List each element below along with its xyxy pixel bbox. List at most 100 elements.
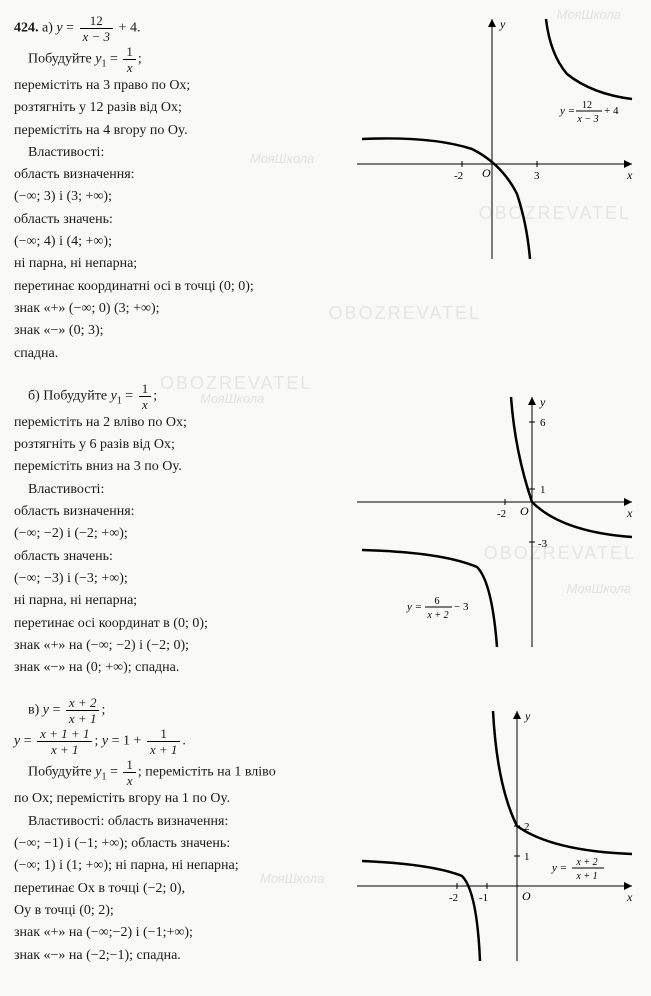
mid: ;	[94, 734, 101, 749]
eq-den: x − 3	[576, 114, 598, 125]
tick: 3	[534, 170, 540, 182]
domain-label: область визначення:	[14, 165, 344, 185]
bfden: x	[123, 60, 136, 74]
eq-den-v: x + 1	[575, 871, 597, 882]
domain-value: (−∞; 3) і (3; +∞);	[14, 187, 344, 207]
b-range-l: область значень:	[14, 547, 344, 567]
intersect: перетинає координатні осі в точці (0; 0)…	[14, 277, 344, 297]
x-axis-label: x	[626, 168, 633, 182]
bfnum: 1	[123, 45, 136, 60]
v-build: Побудуйте	[28, 765, 95, 780]
f2n: x + 1 + 1	[37, 727, 92, 742]
eq-num-b: 6	[435, 596, 440, 607]
bfn: 1	[123, 758, 136, 773]
yl-v: y	[524, 709, 531, 723]
range-label: область значень:	[14, 210, 344, 230]
origin-v: O	[522, 889, 531, 903]
origin-b: O	[520, 504, 529, 518]
tick: -2	[497, 508, 506, 520]
tick: 1	[540, 484, 546, 496]
tick: -3	[538, 538, 548, 550]
b-domain-l: область визначення:	[14, 502, 344, 522]
b-step1: перемістіть на 2 вліво по Ox;	[14, 413, 344, 433]
step2: розтягніть у 12 разів від Ox;	[14, 98, 344, 118]
eq-tail-b: − 3	[454, 601, 469, 613]
f1n: x + 2	[66, 696, 100, 711]
graph-v: O x y 2 1 -2 -1 y = x + 2 x + 1	[352, 706, 637, 966]
graph-a: O x y -2 3 y = 12 x − 3 + 4	[352, 14, 637, 264]
v-int1: перетинає Ox в точці (−2; 0),	[14, 879, 344, 899]
bfd: x	[123, 773, 136, 787]
eq-num: 12	[582, 100, 592, 111]
b-range-v: (−∞; −3) і (−3; +∞);	[14, 569, 344, 589]
eq: =	[122, 389, 137, 404]
tick: -2	[454, 170, 463, 182]
eq-den-b: x + 2	[426, 610, 448, 621]
yl-b: y	[539, 395, 546, 409]
v-props: Властивості: область визначення:	[14, 812, 344, 832]
tick: 1	[524, 851, 530, 863]
formula-tail: + 4.	[115, 21, 140, 36]
l2eq: =	[20, 734, 35, 749]
vbeq: =	[106, 765, 121, 780]
formula-eq: =	[63, 21, 78, 36]
tail: ;	[153, 389, 157, 404]
v-int2: Oy в точці (0; 2);	[14, 901, 344, 921]
b-sign-p: знак «+» на (−∞; −2) і (−2; 0);	[14, 636, 344, 656]
v-domain: (−∞; −1) і (−1; +∞); область значень:	[14, 834, 344, 854]
section-a: 424. а) y = 12x − 3 + 4. Побудуйте y1 = …	[14, 14, 637, 364]
f2d: x + 1	[37, 742, 92, 756]
b-parity: ні парна, ні непарна;	[14, 591, 344, 611]
v-step-cont: по Ox; перемістіть вгору на 1 по Oy.	[14, 789, 344, 809]
sign-plus: знак «+» (−∞; 0) (3; +∞);	[14, 299, 344, 319]
tick: 6	[540, 417, 546, 429]
v-header: в)	[28, 703, 43, 718]
section-v: в) y = x + 2x + 1; y = x + 1 + 1x + 1; y…	[14, 696, 637, 965]
y-axis-label: y	[499, 17, 506, 31]
f3d: x + 1	[147, 742, 181, 756]
step1: перемістіть на 3 право по Ox;	[14, 76, 344, 96]
tick: -1	[479, 892, 488, 904]
v-eq: =	[49, 703, 64, 718]
eq-pre-v: y =	[551, 862, 567, 874]
eq-pre: y =	[559, 105, 575, 117]
monotone: спадна.	[14, 344, 344, 364]
f1d: x + 1	[66, 711, 100, 725]
eq-tail: + 4	[604, 105, 619, 117]
b-domain-v: (−∞; −2) і (−2; +∞);	[14, 524, 344, 544]
l2beq: = 1 +	[108, 734, 145, 749]
eq-num-v: x + 2	[575, 857, 597, 868]
v-semi: ;	[101, 703, 105, 718]
vbt: ; перемістіть на 1 вліво	[138, 765, 276, 780]
dot: .	[182, 734, 186, 749]
b-sign-m: знак «−» на (0; +∞); спадна.	[14, 658, 344, 678]
range-value: (−∞; 4) і (4; +∞);	[14, 232, 344, 252]
fd: x	[139, 397, 152, 411]
origin-label: O	[482, 166, 491, 180]
v-sp: знак «+» на (−∞;−2) і (−1;+∞);	[14, 923, 344, 943]
build-tail: ;	[138, 52, 142, 67]
part-a-label: а)	[42, 21, 53, 36]
sign-minus: знак «−» (0; 3);	[14, 321, 344, 341]
build-eq: =	[106, 52, 121, 67]
xl-b: x	[626, 506, 633, 520]
problem-number: 424.	[14, 21, 39, 36]
b-step2: розтягніть у 6 разів від Ox;	[14, 435, 344, 455]
eq-pre-b: y =	[406, 601, 422, 613]
parity: ні парна, ні непарна;	[14, 254, 344, 274]
b-props: Властивості:	[14, 480, 344, 500]
v-sm: знак «−» на (−2;−1); спадна.	[14, 946, 344, 966]
xl-v: x	[626, 890, 633, 904]
part-b-header: б) Побудуйте	[28, 389, 111, 404]
fn: 1	[139, 382, 152, 397]
b-intersect: перетинає осі координат в (0; 0);	[14, 614, 344, 634]
b-step3: перемістіть вниз на 3 по Oy.	[14, 457, 344, 477]
section-b: б) Побудуйте y1 = 1x; перемістіть на 2 в…	[14, 382, 637, 679]
frac-den: x − 3	[80, 29, 114, 43]
tick: -2	[449, 892, 458, 904]
step3: перемістіть на 4 вгору по Oy.	[14, 121, 344, 141]
build-label: Побудуйте	[28, 52, 95, 67]
frac-num: 12	[80, 14, 114, 29]
props-title: Властивості:	[14, 143, 344, 163]
f3n: 1	[147, 727, 181, 742]
